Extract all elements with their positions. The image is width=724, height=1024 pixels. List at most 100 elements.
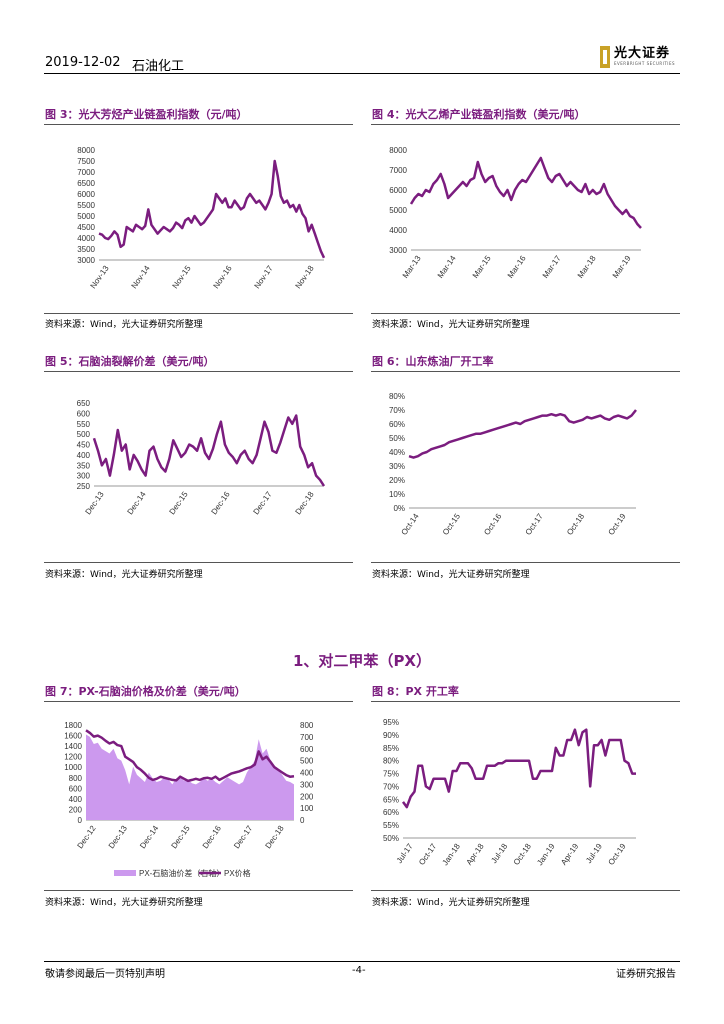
y-tick-label: 4000 [389, 226, 407, 235]
x-tick-label: Dec-13 [107, 824, 129, 851]
fig7-title: 图 7：PX-石脑油价格及价差（美元/吨） [45, 685, 246, 698]
x-tick-label: Jan-19 [535, 842, 557, 868]
y-right-tick-label: 700 [300, 733, 314, 742]
y-tick-label: 350 [77, 461, 91, 470]
fig5-title: 图 5：石脑油裂解价差（美元/吨） [45, 355, 215, 368]
y-tick-label: 4500 [77, 223, 95, 232]
x-tick-label: Apr-18 [464, 842, 485, 867]
x-tick-label: Apr-19 [559, 842, 580, 867]
y-tick-label: 1800 [64, 721, 82, 730]
y-tick-label: 5000 [389, 206, 407, 215]
x-tick-label: Nov-15 [170, 264, 192, 291]
legend-line-label: PX价格 [224, 868, 251, 878]
page-number: -4- [352, 965, 366, 976]
y-tick-label: 3000 [389, 246, 407, 255]
fig5-source: 资料来源：Wind，光大证券研究所整理 [45, 570, 203, 580]
fig8-title: 图 8：PX 开工率 [372, 685, 459, 698]
fig5-title-rule [44, 371, 353, 372]
y-tick-label: 65% [383, 795, 399, 804]
x-tick-label: Nov-16 [211, 264, 233, 291]
y-tick-label: 300 [77, 472, 91, 481]
x-tick-label: Jan-18 [441, 842, 463, 868]
fig3-title: 图 3：光大芳烃产业链盈利指数（元/吨） [45, 108, 248, 121]
x-tick-label: Oct-19 [606, 842, 627, 867]
x-tick-label: Nov-14 [129, 264, 151, 291]
x-tick-label: Dec-18 [263, 824, 285, 851]
x-tick-label: Dec-13 [83, 490, 105, 517]
series-line [98, 159, 326, 259]
legend-area-label: PX-石脑油价差（右轴） [139, 868, 224, 878]
x-tick-label: Mar-14 [436, 254, 458, 280]
fig7-source-rule [44, 890, 353, 891]
y-tick-label: 50% [383, 834, 399, 843]
y-tick-label: 6000 [77, 190, 95, 199]
y-right-tick-label: 200 [300, 792, 314, 801]
x-tick-label: Oct-18 [565, 512, 586, 537]
fig6-chart: 80% 70% 60% 50% 40% 30% 20% 10% 0%Oct-14 Oct-15 Oc… [389, 392, 637, 537]
y-tick-label: 40% [389, 448, 405, 457]
y-tick-label: 8000 [77, 146, 95, 155]
y-tick-label: 5000 [77, 212, 95, 221]
x-tick-label: Oct-19 [606, 512, 627, 537]
sector-name: 石油化工 [132, 59, 185, 74]
x-tick-label: Oct-16 [482, 512, 503, 537]
fig6-source: 资料来源：Wind，光大证券研究所整理 [372, 570, 530, 580]
x-tick-label: Dec-12 [75, 824, 97, 851]
x-tick-label: Oct-17 [524, 512, 545, 537]
x-tick-label: Mar-13 [401, 254, 423, 280]
logo-mark-icon [600, 46, 610, 68]
y-tick-label: 50% [389, 434, 405, 443]
y-right-tick-label: 400 [300, 769, 314, 778]
fig8-source-rule [371, 890, 680, 891]
x-tick-label: Nov-17 [252, 264, 274, 291]
x-tick-label: Jul-17 [395, 842, 415, 865]
fig6-source-rule [371, 562, 680, 563]
fig8-title-rule [371, 701, 680, 702]
logo-text-cn: 光大证券 [614, 46, 671, 61]
x-tick-label: Dec-15 [169, 824, 191, 851]
x-tick-label: Mar-17 [541, 254, 563, 280]
section-heading: 1、对二甲苯（PX） [293, 652, 431, 670]
y-right-tick-label: 100 [300, 804, 314, 813]
x-tick-label: Dec-16 [209, 490, 231, 517]
fig3-source-rule [44, 313, 353, 314]
series-px-price-line [85, 729, 295, 783]
x-tick-label: Dec-16 [201, 824, 223, 851]
x-tick-label: Mar-15 [471, 254, 493, 280]
y-tick-label: 550 [77, 420, 91, 429]
y-tick-label: 80% [383, 757, 399, 766]
y-tick-label: 4000 [77, 234, 95, 243]
y-tick-label: 7000 [77, 168, 95, 177]
footer-report-type: 证券研究报告 [616, 969, 676, 980]
fig7-source: 资料来源：Wind，光大证券研究所整理 [45, 898, 203, 908]
y-tick-label: 500 [77, 430, 91, 439]
x-tick-label: Oct-17 [417, 842, 438, 867]
x-tick-label: Mar-19 [611, 254, 633, 280]
y-tick-label: 650 [77, 399, 91, 408]
y-tick-label: 60% [389, 420, 405, 429]
y-tick-label: 600 [77, 409, 91, 418]
y-tick-label: 75% [383, 770, 399, 779]
x-tick-label: Dec-14 [138, 824, 160, 851]
fig3-title-rule [44, 124, 353, 125]
y-tick-label: 0 [78, 816, 83, 825]
series-spread-area [86, 734, 294, 820]
y-tick-label: 200 [69, 805, 83, 814]
y-tick-label: 250 [77, 482, 91, 491]
fig7-chart: 1800160014001200100080060040020008007006… [64, 721, 314, 878]
y-tick-label: 7500 [77, 157, 95, 166]
y-right-tick-label: 500 [300, 757, 314, 766]
y-tick-label: 95% [383, 718, 399, 727]
y-tick-label: 85% [383, 744, 399, 753]
y-tick-label: 3500 [77, 245, 95, 254]
x-tick-label: Dec-17 [232, 824, 254, 851]
y-tick-label: 3000 [77, 256, 95, 265]
y-tick-label: 1600 [64, 732, 82, 741]
y-tick-label: 400 [77, 451, 91, 460]
x-tick-label: Jul-18 [489, 842, 509, 865]
x-tick-label: Oct-15 [441, 512, 462, 537]
footer-disclaimer: 敬请参阅最后一页特别声明 [45, 969, 165, 980]
y-tick-label: 1000 [64, 763, 82, 772]
